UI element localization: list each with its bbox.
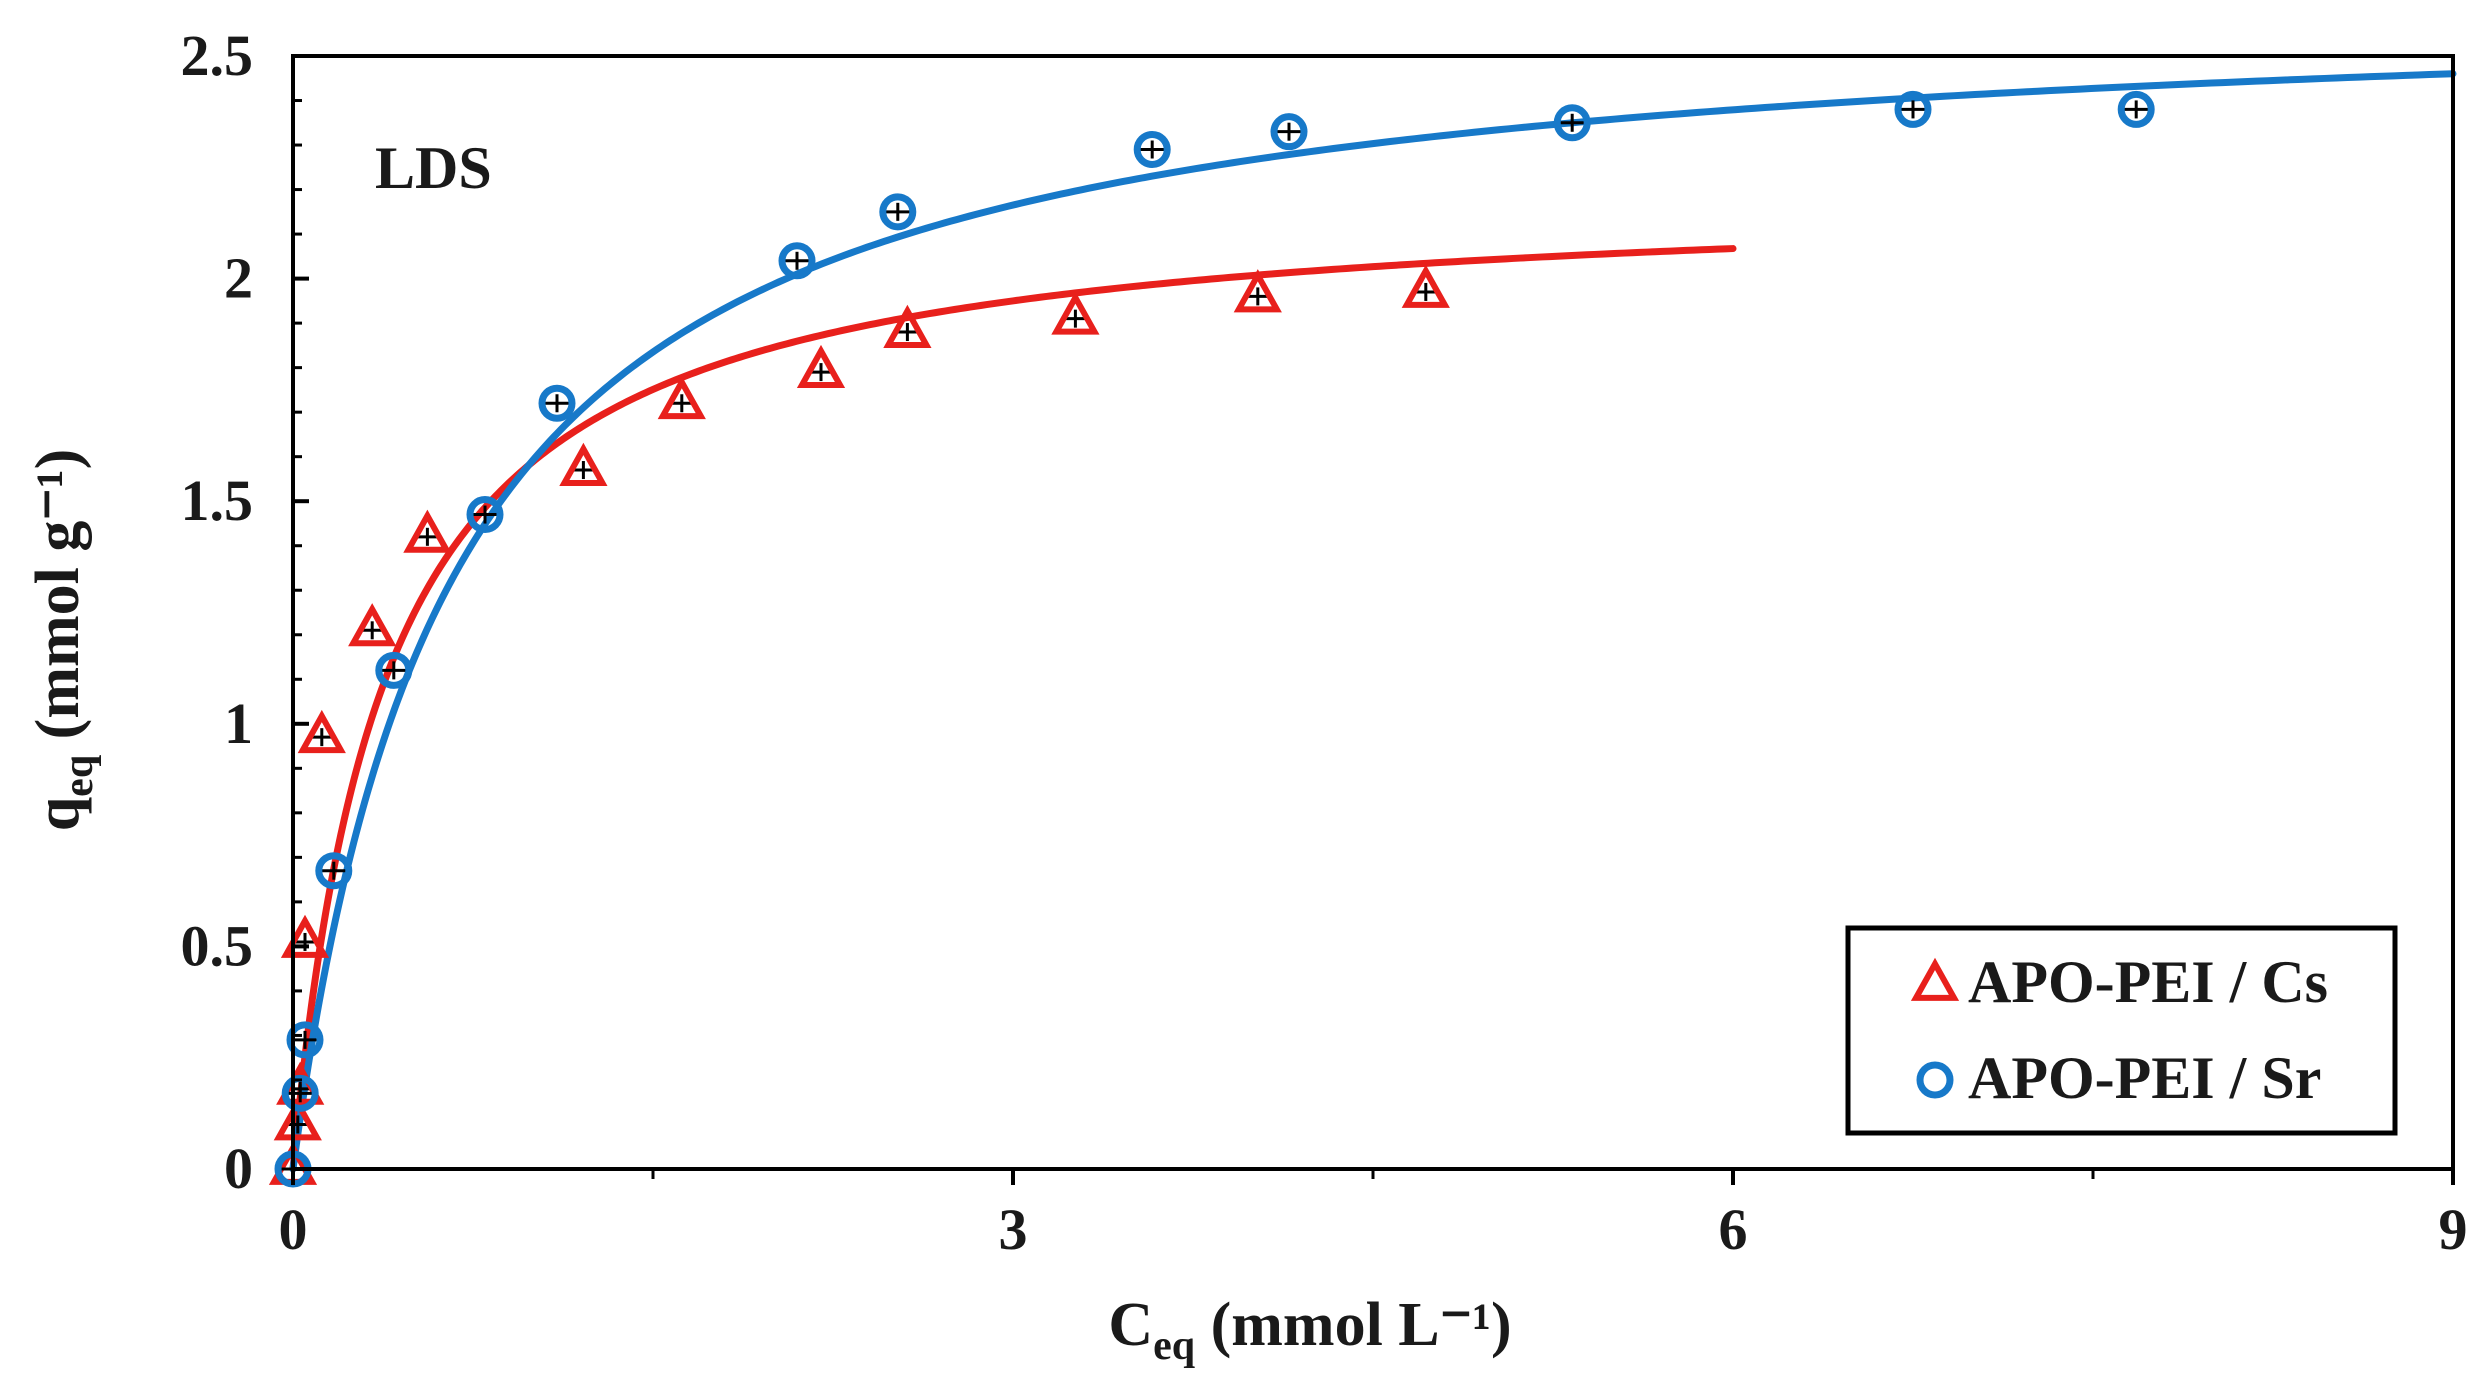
x-axis-title: Ceq (mmol L⁻¹) [1108, 1291, 1511, 1369]
legend: APO-PEI / Cs APO-PEI / Sr [1845, 925, 2398, 1136]
data-point-cs [796, 344, 846, 389]
data-point-sr [281, 1074, 319, 1112]
legend-marker-sr [1916, 1061, 1954, 1099]
data-point-sr [879, 193, 917, 231]
legend-marker-cs [1910, 957, 1960, 1001]
panel-annotation: LDS [375, 135, 492, 201]
y-tick-label: 1.5 [181, 468, 254, 533]
data-point-cs [1051, 291, 1100, 335]
data-point-cs [348, 603, 397, 647]
data-point-cs [297, 709, 346, 754]
data-point-cs [657, 376, 706, 420]
data-point-cs [273, 1097, 322, 1141]
data-point-sr [315, 852, 353, 890]
data-point-sr [1133, 130, 1171, 168]
data-point-sr [2117, 90, 2155, 128]
legend-label-sr: APO-PEI / Sr [1968, 1045, 2321, 1111]
data-point-sr [466, 496, 504, 534]
data-point-cs [1233, 269, 1282, 313]
data-point-sr [778, 242, 816, 280]
y-tick-label: 2 [224, 246, 253, 311]
data-point-cs [883, 304, 932, 348]
y-tick-label: 2.5 [181, 23, 254, 88]
x-tick-label: 3 [999, 1197, 1028, 1262]
fit-curve-sr [289, 70, 2457, 1173]
data-point-cs [280, 914, 330, 958]
data-point-sr [1894, 90, 1932, 128]
legend-frame [1845, 925, 2398, 1136]
data-point-sr [375, 651, 413, 689]
y-tick-label: 0 [224, 1136, 253, 1201]
x-tick-label: 9 [2439, 1197, 2468, 1262]
data-point-sr [286, 1021, 324, 1059]
data-point-sr [1553, 104, 1591, 142]
data-point-cs [403, 509, 452, 553]
x-tick-label: 6 [1719, 1197, 1748, 1262]
data-point-sr [1270, 113, 1308, 151]
x-tick-label: 0 [279, 1197, 308, 1262]
y-tick-label: 1 [224, 691, 253, 756]
y-axis-title: qeq (mmol g⁻¹) [24, 449, 102, 832]
data-point-sr [538, 384, 576, 422]
data-point-cs [559, 442, 608, 486]
legend-label-cs: APO-PEI / Cs [1968, 949, 2328, 1015]
legend-item-cs: APO-PEI / Cs [1910, 949, 2328, 1015]
legend-item-sr: APO-PEI / Sr [1916, 1045, 2321, 1111]
fit-curve-cs [289, 245, 1737, 1173]
data-point-cs [1401, 264, 1450, 308]
axes: 0 0.5 1 1.5 2 2.5 0 3 6 9 [181, 23, 2468, 1262]
y-tick-label: 0.5 [181, 913, 254, 978]
